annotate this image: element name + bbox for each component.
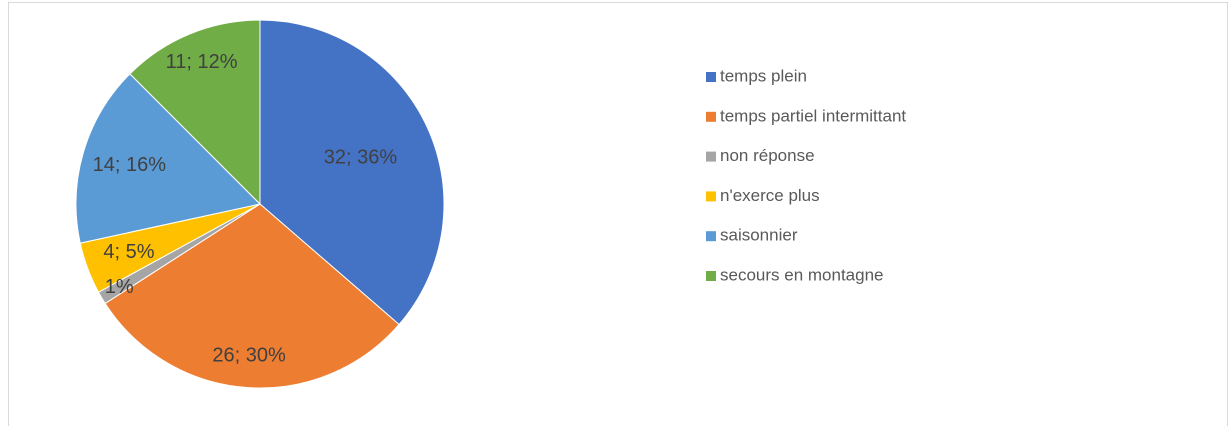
legend-swatch — [706, 271, 716, 281]
legend-label: temps partiel intermittant — [720, 106, 906, 125]
pie-slice — [104, 203, 400, 389]
pie-slice — [75, 73, 262, 244]
data-label: 1% — [105, 276, 134, 298]
legend-swatch — [706, 72, 716, 82]
chart-frame — [8, 2, 1228, 426]
legend-swatch — [706, 151, 716, 162]
legend-label: saisonnier — [720, 226, 798, 245]
data-label: 4; 5% — [103, 241, 154, 263]
legend-label: secours en montagne — [720, 265, 884, 284]
data-label: 26; 30% — [212, 345, 286, 367]
legend-swatch — [706, 111, 716, 122]
pie-slice — [129, 19, 261, 206]
data-label: 14; 16% — [93, 154, 167, 176]
legend-swatch — [706, 191, 716, 202]
legend-label: temps plein — [720, 66, 807, 85]
pie-slice — [259, 19, 445, 326]
legend-label: n'exerce plus — [720, 186, 820, 205]
legend-label: non réponse — [720, 146, 815, 165]
data-label: 11; 12% — [166, 51, 238, 73]
legend-swatch — [706, 231, 716, 242]
data-label: 32; 36% — [324, 146, 398, 168]
